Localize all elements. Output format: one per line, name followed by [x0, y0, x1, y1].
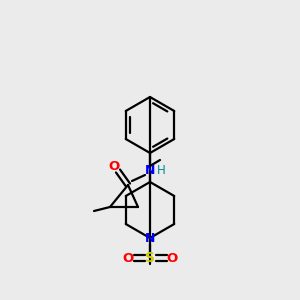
Text: O: O: [167, 251, 178, 265]
Text: O: O: [122, 251, 134, 265]
Text: O: O: [108, 160, 120, 173]
Text: N: N: [145, 164, 155, 178]
Text: H: H: [157, 164, 165, 178]
Text: S: S: [145, 251, 155, 265]
Text: N: N: [145, 232, 155, 244]
